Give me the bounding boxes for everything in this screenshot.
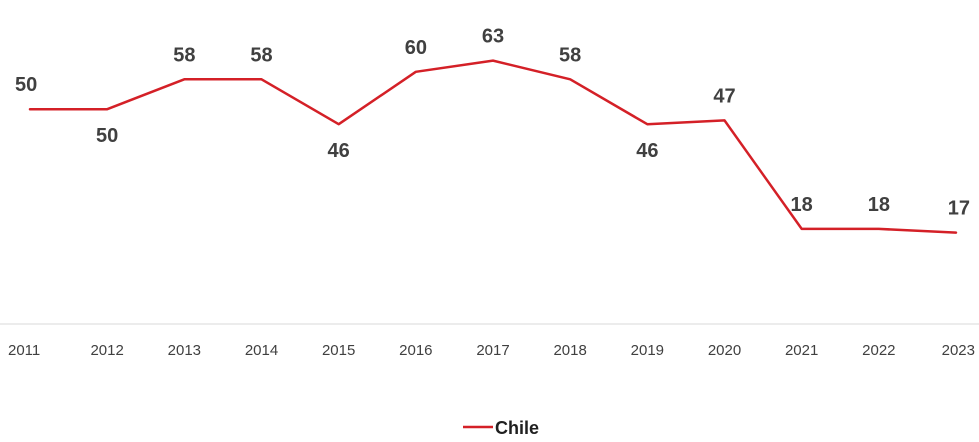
- data-label-2020: 47: [713, 85, 735, 107]
- x-tick-label-2016: 2016: [399, 342, 432, 359]
- series-line-chile: [28, 59, 958, 234]
- x-tick-label-2023: 2023: [942, 342, 975, 359]
- data-labels: 50 50 58 58 46 60 63 58 46 47 18 18 17: [15, 26, 970, 220]
- x-tick-label-2013: 2013: [168, 342, 201, 359]
- data-label-2023: 17: [948, 198, 970, 220]
- data-label-2017: 63: [482, 26, 504, 48]
- x-tick-label-2022: 2022: [862, 342, 895, 359]
- data-label-2011: 50: [15, 74, 37, 96]
- data-label-2013: 58: [173, 44, 195, 66]
- x-tick-label-2019: 2019: [631, 342, 664, 359]
- data-label-2018: 58: [559, 44, 581, 66]
- x-axis-tick-labels: 2011 2012 2013 2014 2015 2016 2017 2018 2019 2020…: [8, 342, 975, 359]
- data-label-2014: 58: [250, 44, 272, 66]
- x-tick-label-2011: 2011: [8, 342, 40, 359]
- data-label-2016: 60: [405, 37, 427, 59]
- x-tick-label-2012: 2012: [90, 342, 123, 359]
- legend-label-chile: Chile: [495, 418, 539, 437]
- data-label-2012: 50: [96, 125, 118, 147]
- x-tick-label-2015: 2015: [322, 342, 355, 359]
- data-label-2022: 18: [868, 194, 890, 216]
- data-label-2015: 46: [328, 140, 350, 162]
- x-tick-label-2017: 2017: [476, 342, 509, 359]
- x-tick-label-2021: 2021: [785, 342, 818, 359]
- data-label-2019: 46: [636, 140, 658, 162]
- legend: Chile: [463, 418, 539, 438]
- data-label-2021: 18: [791, 194, 813, 216]
- x-tick-label-2018: 2018: [553, 342, 586, 359]
- x-tick-label-2014: 2014: [245, 342, 278, 359]
- x-tick-label-2020: 2020: [708, 342, 741, 359]
